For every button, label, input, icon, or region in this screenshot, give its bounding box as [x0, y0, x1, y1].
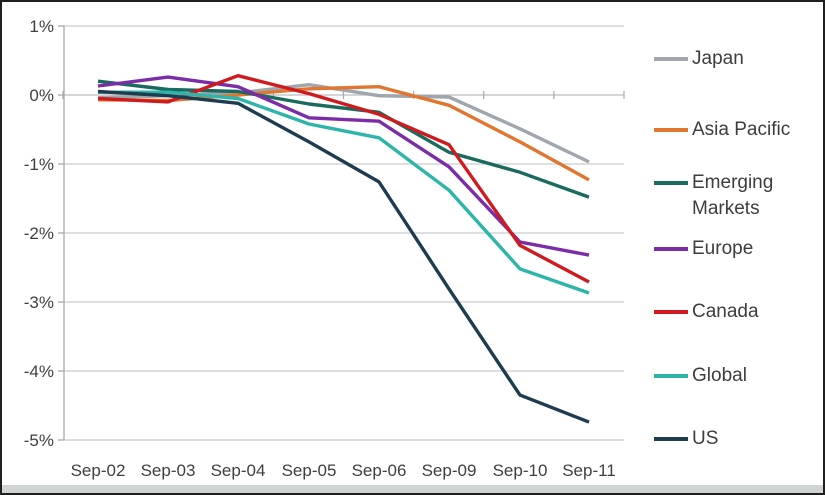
- y-axis-label: -5%: [24, 431, 54, 450]
- legend-line-swatch: [654, 374, 688, 378]
- chart-legend: Japan Asia Pacific Emerging Markets Europe C…: [654, 2, 822, 482]
- x-axis-label: Sep-10: [493, 461, 548, 480]
- legend-line-swatch: [654, 247, 688, 251]
- legend-line-swatch: [654, 181, 688, 185]
- legend-label: Canada: [692, 301, 759, 322]
- y-axis-label: -4%: [24, 362, 54, 381]
- legend-line-swatch: [654, 128, 688, 132]
- y-axis-label: -1%: [24, 155, 54, 174]
- legend-label: Europe: [692, 238, 754, 259]
- series-line-asia-pacific: [97, 84, 590, 182]
- legend-item-emerging-markets: Emerging Markets: [654, 170, 822, 222]
- legend-item-canada: Canada: [654, 299, 822, 325]
- legend-line-swatch: [654, 437, 688, 441]
- y-axis-label: 0%: [29, 86, 54, 105]
- legend-label: Asia Pacific: [692, 119, 791, 140]
- series-line-emerging-markets: [97, 79, 590, 199]
- legend-item-europe: Europe: [654, 236, 822, 262]
- y-axis-label: -3%: [24, 293, 54, 312]
- legend-label: US: [692, 428, 719, 449]
- series-line-global: [98, 90, 590, 295]
- legend-line-swatch: [654, 310, 688, 314]
- legend-item-global: Global: [654, 363, 822, 389]
- x-axis-label: Sep-06: [352, 461, 407, 480]
- x-axis-label: Sep-02: [71, 461, 126, 480]
- legend-label: Emerging Markets: [692, 172, 774, 219]
- x-axis-label: Sep-09: [422, 461, 477, 480]
- legend-label: Global: [692, 365, 747, 386]
- bottom-strip: [2, 485, 823, 493]
- y-axis-label: 1%: [29, 17, 54, 36]
- legend-item-japan: Japan: [654, 46, 822, 72]
- x-axis-label: Sep-05: [282, 461, 337, 480]
- y-axis-label: -2%: [24, 224, 54, 243]
- series-line-us: [97, 89, 590, 424]
- legend-item-asia-pacific: Asia Pacific: [654, 117, 822, 143]
- x-axis-label: Sep-04: [211, 461, 266, 480]
- x-axis-label: Sep-11: [562, 461, 616, 480]
- legend-label: Japan: [692, 48, 744, 69]
- legend-item-us: US: [654, 426, 822, 452]
- series-line-japan: [97, 82, 590, 164]
- legend-line-swatch: [654, 57, 688, 61]
- x-axis-label: Sep-03: [141, 461, 196, 480]
